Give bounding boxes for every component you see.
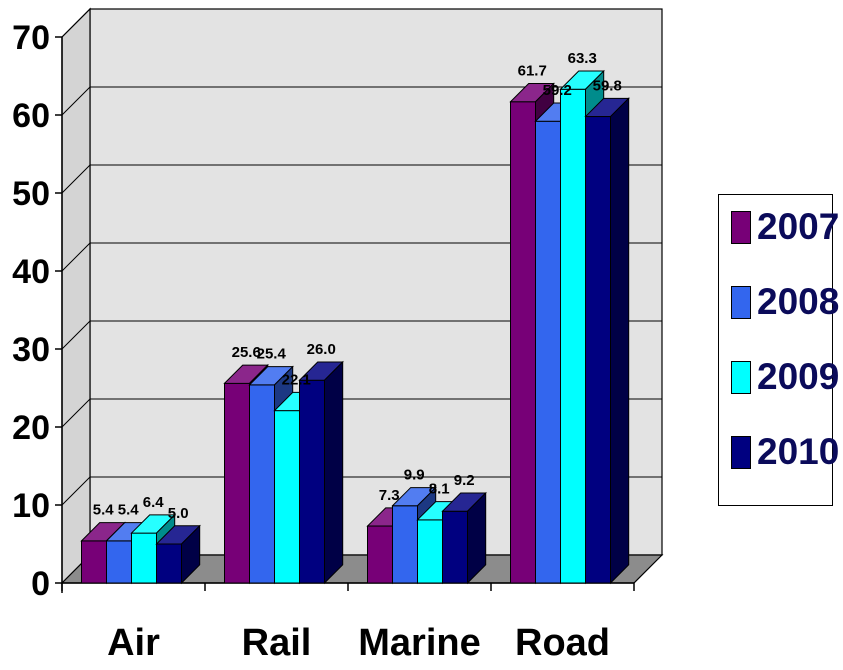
side-wall xyxy=(61,7,91,585)
y-tick-label: 40 xyxy=(12,253,50,291)
legend-item: 2009 xyxy=(731,355,839,399)
y-tick-label: 20 xyxy=(12,409,50,447)
data-label: 59.8 xyxy=(593,77,622,94)
y-tick-label: 10 xyxy=(12,487,50,525)
bar-road-2010 xyxy=(584,97,630,585)
data-label: 9.9 xyxy=(404,467,425,484)
bar-marine-2010 xyxy=(441,491,487,585)
data-label: 5.4 xyxy=(118,502,140,519)
gridline xyxy=(61,398,662,428)
data-label: 22.1 xyxy=(282,371,311,388)
gridline xyxy=(61,164,662,194)
data-label: 61.7 xyxy=(518,63,547,80)
x-category-label: Marine xyxy=(358,622,480,664)
gridline xyxy=(61,476,662,506)
gridlines xyxy=(61,8,662,506)
y-tick-labels: 0 10 20 30 40 50 60 70 xyxy=(12,19,50,603)
data-label: 7.3 xyxy=(379,487,400,504)
legend-item: 2008 xyxy=(731,280,839,324)
y-tick-label: 30 xyxy=(12,331,50,369)
legend-swatch xyxy=(731,210,751,244)
data-label: 25.6 xyxy=(232,344,261,361)
data-label: 26.0 xyxy=(307,341,336,358)
x-category-labels: Air Rail Marine Road xyxy=(107,622,610,664)
x-category-label: Road xyxy=(515,622,610,664)
bar-air-2010 xyxy=(155,524,201,585)
legend-label: 2009 xyxy=(757,356,840,397)
y-tick-label: 0 xyxy=(31,565,50,603)
legend-swatch xyxy=(731,285,751,319)
data-label: 25.4 xyxy=(257,346,287,363)
legend-label: 2008 xyxy=(757,281,840,322)
data-label: 8.1 xyxy=(429,481,450,498)
y-tick-label: 70 xyxy=(12,19,50,57)
legend-item: 2010 xyxy=(731,430,839,474)
data-labels: 5.4 5.4 6.45.025.625.422.126.07.39.98.19.2… xyxy=(93,50,622,522)
bars xyxy=(80,69,630,585)
data-label: 5.0 xyxy=(168,505,189,522)
legend-swatch xyxy=(731,360,751,394)
gridline xyxy=(61,8,662,38)
data-label: 6.4 xyxy=(143,494,165,511)
legend: 2007 2008 2009 2010 xyxy=(718,194,839,506)
data-label: 5.4 xyxy=(93,502,115,519)
legend-item: 2007 xyxy=(731,205,839,249)
bar-rail-2010 xyxy=(298,360,344,585)
legend-label: 2010 xyxy=(757,431,840,472)
gridline xyxy=(61,86,662,116)
gridline xyxy=(61,320,662,350)
y-tick-label: 60 xyxy=(12,97,50,135)
data-label: 9.2 xyxy=(454,472,475,489)
data-label: 59.2 xyxy=(543,82,572,99)
gridline xyxy=(61,242,662,272)
legend-swatch xyxy=(731,435,751,469)
data-label: 63.3 xyxy=(568,50,597,67)
x-category-label: Rail xyxy=(242,622,312,664)
legend-label: 2007 xyxy=(757,206,840,247)
x-category-label: Air xyxy=(107,622,160,664)
y-tick-label: 50 xyxy=(12,175,50,213)
